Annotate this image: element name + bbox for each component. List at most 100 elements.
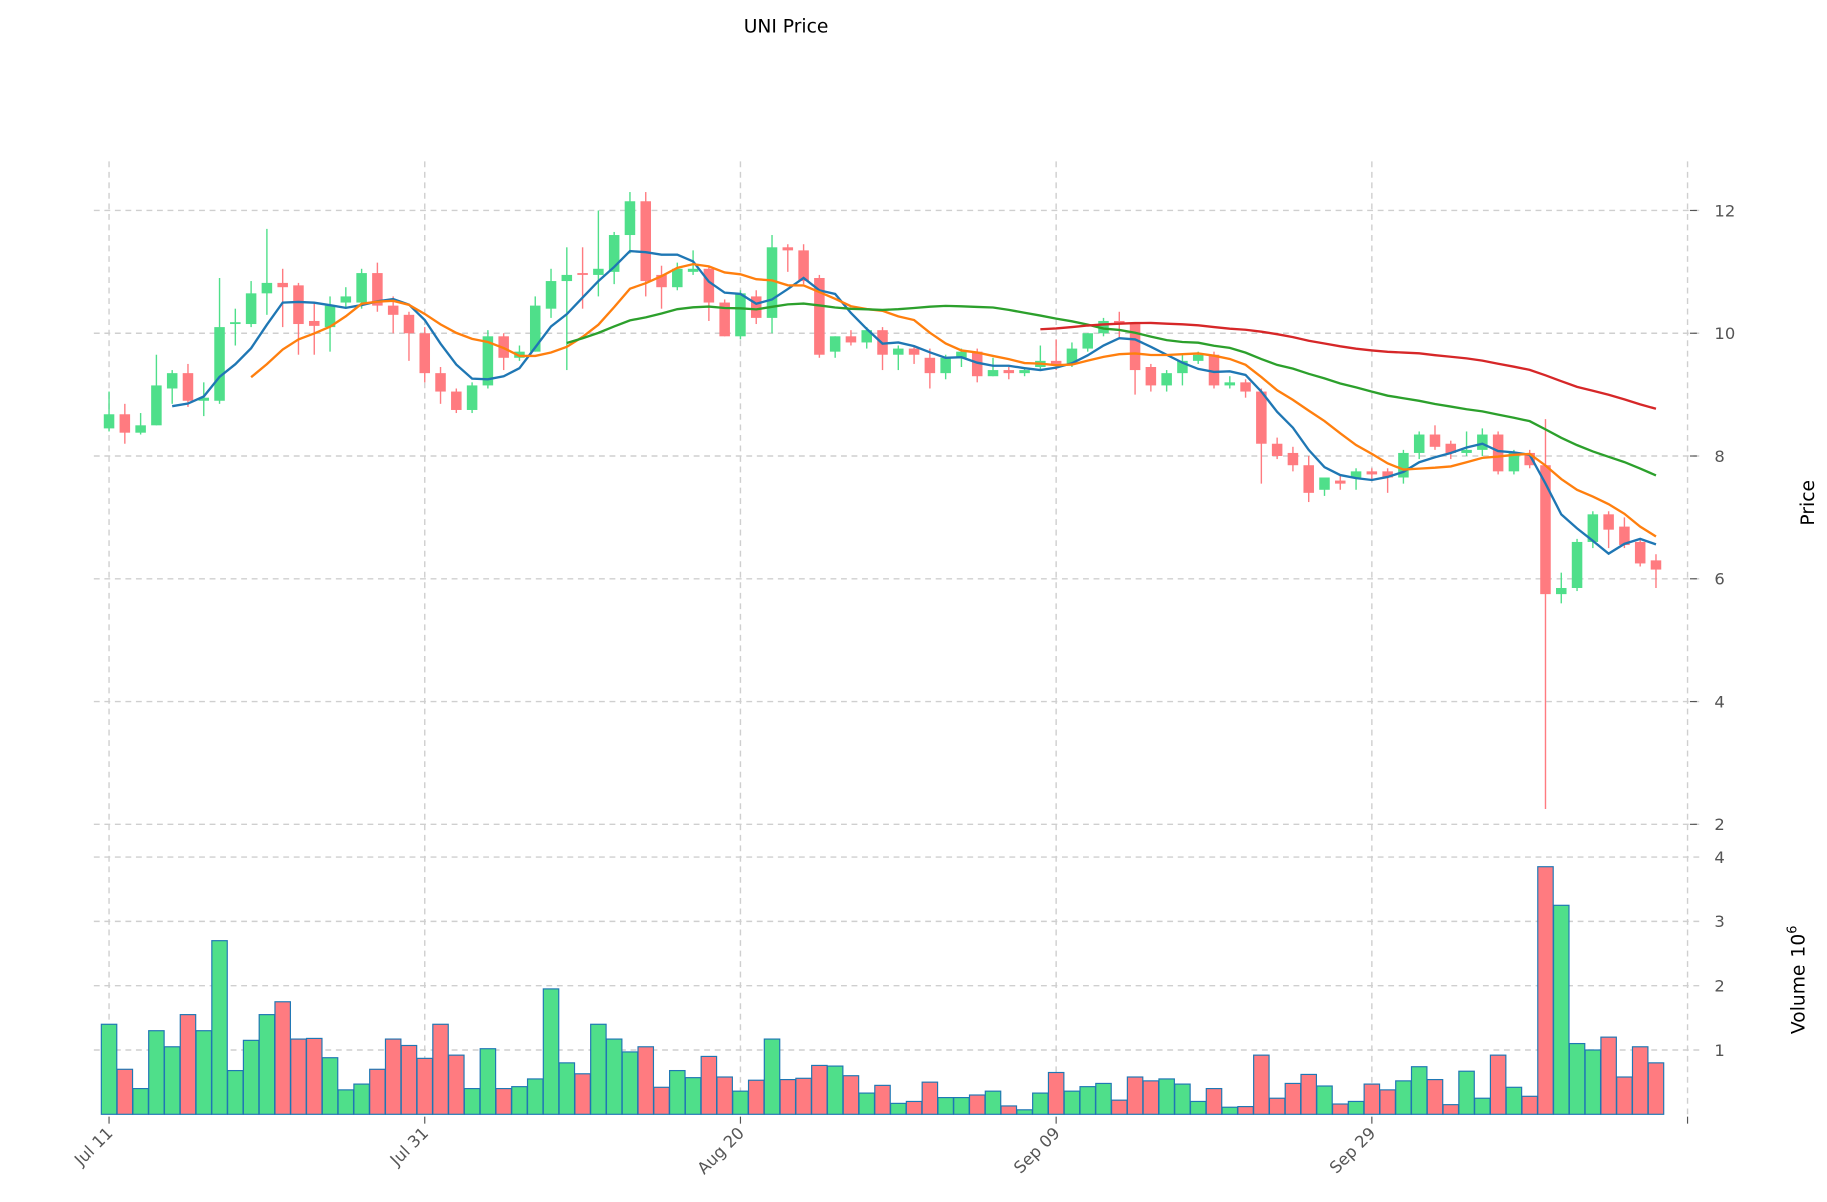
candle-down <box>640 201 652 282</box>
volume-bar <box>1426 1078 1444 1115</box>
candle-up <box>624 201 636 236</box>
candle-down <box>908 348 920 355</box>
volume-bar <box>1521 1095 1539 1115</box>
volume-bar <box>1126 1076 1144 1115</box>
candle-down <box>372 273 383 306</box>
volume-bar <box>842 1075 860 1115</box>
volume-bar <box>716 1076 733 1115</box>
volume-bar <box>826 1065 844 1115</box>
volume-bar <box>1063 1090 1081 1115</box>
candle-down <box>577 273 588 275</box>
candle-up <box>1413 434 1425 453</box>
volume-bar <box>211 940 228 1115</box>
candle-down <box>703 268 715 303</box>
candle-up <box>1098 320 1109 334</box>
candle-down <box>1271 443 1283 457</box>
candle-down <box>1208 354 1220 386</box>
volume-bar <box>400 1044 418 1115</box>
candle-up <box>245 293 257 325</box>
candle-up <box>1556 587 1567 595</box>
candle-up <box>893 348 904 355</box>
grid-lines <box>93 161 1702 1117</box>
candle-up <box>1066 348 1078 364</box>
volume-bar <box>1363 1083 1381 1115</box>
volume-bar <box>195 1030 213 1115</box>
volume-bar <box>321 1057 339 1115</box>
volume-bar <box>1158 1078 1175 1115</box>
volume-bar <box>1142 1080 1160 1115</box>
candle-down <box>1540 465 1551 595</box>
volume-axis-label: Volume 106 <box>1785 926 1809 1034</box>
volume-bar <box>274 1001 291 1115</box>
volume-bar <box>1347 1100 1365 1115</box>
candle-up <box>987 370 999 377</box>
volume-bar <box>353 1083 370 1115</box>
candle-down <box>119 414 131 433</box>
candle-up <box>1508 452 1520 472</box>
volume-exponent-power: 6 <box>1785 926 1800 934</box>
volume-bar <box>1584 1049 1602 1115</box>
volume-bar <box>905 1100 923 1115</box>
volume-bar <box>811 1064 828 1115</box>
volume-bar <box>116 1068 134 1115</box>
candle-up <box>1177 360 1188 374</box>
volume-exponent-base: 10 <box>1788 934 1809 958</box>
volume-bar <box>700 1055 718 1115</box>
candle-down <box>1287 452 1299 466</box>
volume-bar <box>1552 904 1570 1115</box>
candle-up <box>1461 449 1472 453</box>
x-tick-label: Jul 11 <box>70 1124 117 1171</box>
volume-bar <box>448 1054 465 1115</box>
volume-bar <box>1537 866 1554 1115</box>
candle-down <box>403 314 415 334</box>
candle-up <box>1350 471 1362 478</box>
candle-up <box>956 351 967 358</box>
candle-down <box>845 336 857 343</box>
chart-title: UNI Price <box>744 17 829 38</box>
x-tick-label: Sep 09 <box>1010 1124 1064 1178</box>
moving-average-10-line <box>250 262 1657 538</box>
volume-bar <box>874 1084 891 1115</box>
volume-tick-label: 4 <box>1714 848 1724 867</box>
price-tick-label: 10 <box>1714 324 1735 343</box>
candle-down <box>451 391 462 410</box>
volume-bar <box>779 1078 797 1115</box>
candle-down <box>1303 465 1314 493</box>
candle-up <box>324 305 336 328</box>
volume-bar <box>526 1078 544 1115</box>
volume-bar <box>1237 1106 1254 1115</box>
volume-bar <box>1268 1097 1286 1115</box>
candle-down <box>798 250 809 282</box>
candle-up <box>1224 382 1236 386</box>
price-tick-label: 6 <box>1714 570 1724 589</box>
candle-up <box>561 274 573 282</box>
candle-down <box>1445 443 1457 453</box>
volume-bar <box>1395 1080 1412 1115</box>
volume-bar <box>1253 1054 1270 1115</box>
volume-bar <box>132 1087 149 1115</box>
candle-up <box>672 268 683 288</box>
volume-bar <box>858 1092 876 1115</box>
volume-bar <box>984 1090 1002 1115</box>
volume-bar <box>1442 1104 1460 1115</box>
candle-up <box>766 247 778 318</box>
moving-average-60-line <box>1040 321 1657 410</box>
candle-down <box>719 302 730 337</box>
candle-up <box>340 296 352 303</box>
volume-bar <box>1600 1036 1617 1115</box>
candle-down <box>1650 560 1662 570</box>
candle-down <box>656 274 667 288</box>
candle-up <box>529 305 541 352</box>
volume-bar <box>763 1038 781 1115</box>
candle-up <box>1019 370 1030 374</box>
candle-up <box>1571 541 1583 588</box>
volume-bar <box>669 1069 686 1115</box>
volume-bar <box>1095 1082 1112 1115</box>
candle-down <box>1256 391 1267 444</box>
candle-down <box>971 351 983 377</box>
candle-down <box>182 373 194 401</box>
candle-up <box>829 336 841 352</box>
candle-down <box>924 357 936 374</box>
candle-down <box>1603 514 1614 530</box>
